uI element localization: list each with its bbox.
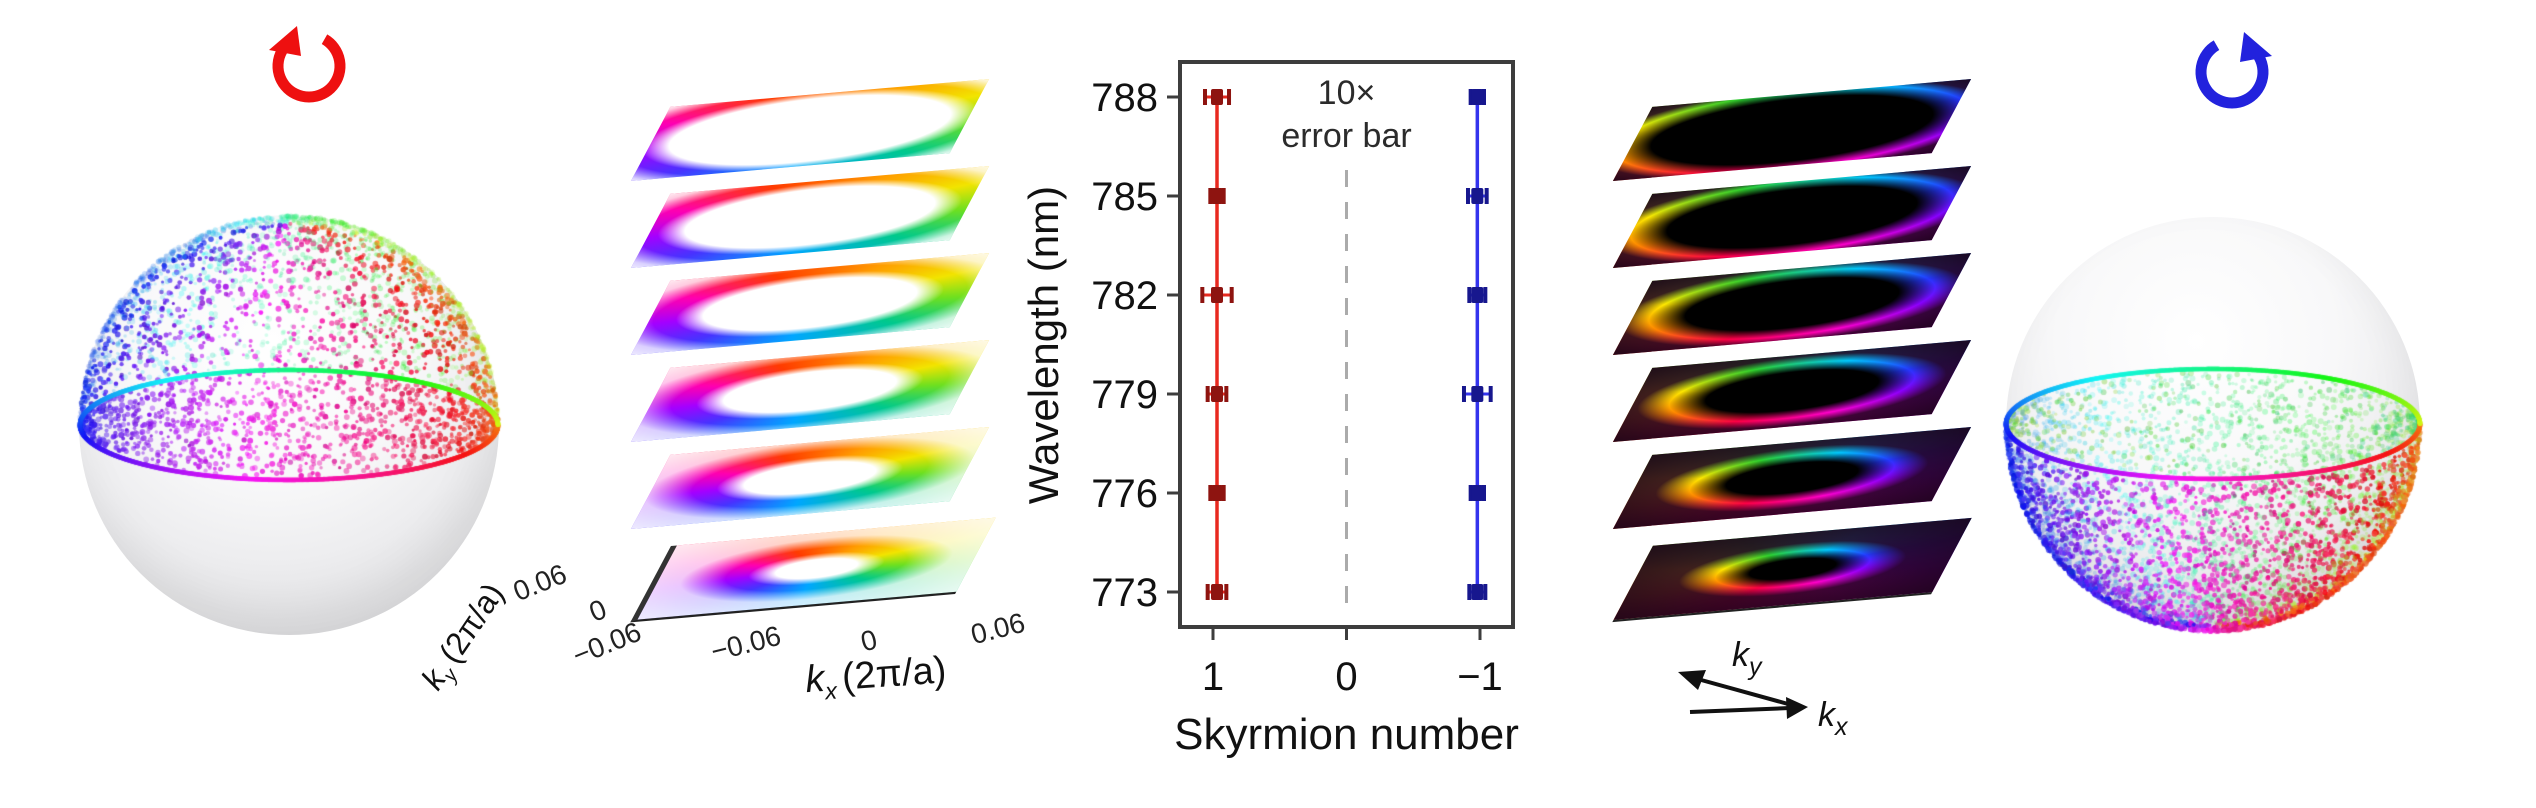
data-point-marker	[1471, 89, 1484, 105]
series-red	[1200, 89, 1234, 600]
chart-y-tick-label: 776	[1091, 472, 1158, 516]
right-stack-layer-2	[1612, 165, 1972, 269]
data-point-marker	[1211, 89, 1224, 105]
chart-y-tick-label: 773	[1091, 571, 1158, 615]
left-stack-ky-axis-label: ky(2π/a)	[414, 576, 516, 699]
left-stack-layer-4	[630, 339, 990, 443]
chart-x-tick-label: −1	[1457, 655, 1503, 699]
chart-x-tick-label: 0	[1335, 655, 1357, 699]
kx-arrow-head	[1786, 697, 1808, 719]
data-point-marker	[1211, 287, 1224, 303]
kx-axis-subscript: x	[824, 677, 838, 705]
chart-y-tick-label: 782	[1091, 274, 1158, 318]
ky-axis-units: (2π/a)	[431, 576, 511, 670]
right-stack-layer-5	[1612, 426, 1972, 530]
left-stack-layer-6	[630, 517, 996, 623]
left-stack-layer-5	[630, 426, 990, 530]
right-sphere	[2006, 217, 2420, 631]
skyrmion-number-chart: 10× error bar 788 785 782 779 776 773 1 0 −1 Skyrmi…	[1020, 60, 1519, 759]
right-stack-layer-4	[1612, 339, 1972, 443]
data-point-marker	[1471, 188, 1484, 204]
chart-y-tick-label: 779	[1091, 373, 1158, 417]
series-blue	[1461, 89, 1493, 600]
ky-arrow-label: ky	[1732, 636, 1763, 681]
left-stack-ky-tick: 0	[584, 593, 611, 628]
annotation-line-2: error bar	[1281, 117, 1411, 155]
left-sphere	[79, 215, 499, 635]
left-stack-layer-2	[630, 165, 990, 269]
cw-rotation-icon	[2195, 32, 2272, 109]
chart-y-axis-label: Wavelength (nm)	[1020, 186, 1067, 504]
chart-annotation: 10× error bar	[1281, 74, 1411, 155]
kx-axis-symbol: k	[803, 657, 826, 702]
right-stack-layer-1	[1612, 78, 1972, 182]
ccw-arrow-head	[269, 26, 301, 56]
cw-arrow-arc	[2195, 40, 2269, 109]
left-stack-ky-tick: 0.06	[508, 557, 571, 608]
ky-arrow-line	[1693, 676, 1789, 706]
data-point-marker	[1211, 485, 1224, 501]
left-stack-layer-3	[630, 252, 990, 356]
data-point-marker	[1471, 386, 1484, 402]
left-stack-kx-tick: −0.06	[707, 619, 785, 668]
left-stack-kx-tick: 0	[857, 623, 881, 658]
data-point-marker	[1211, 386, 1224, 402]
ccw-arrow-arc	[272, 34, 346, 103]
left-stack-kx-axis-label: kx(2π/a)	[804, 649, 948, 706]
data-point-marker	[1211, 584, 1224, 600]
chart-y-tick-label: 785	[1091, 175, 1158, 219]
cw-arrow-head	[2240, 32, 2272, 62]
ccw-rotation-icon	[269, 26, 346, 103]
kx-arrow-line	[1689, 706, 1791, 714]
right-stack-layer-3	[1612, 252, 1972, 356]
left-stack-layer-1	[630, 78, 990, 182]
kx-axis-units: (2π/a)	[840, 649, 948, 699]
data-point-marker	[1471, 287, 1484, 303]
data-point-marker	[1471, 485, 1484, 501]
kx-arrow-label: kx	[1818, 696, 1849, 741]
right-stack-layer-6	[1612, 517, 1972, 623]
chart-y-tick-label: 788	[1091, 76, 1158, 120]
right-stack-k-arrows: ky kx	[1678, 636, 1849, 741]
chart-x-axis-label: Skyrmion number	[1174, 710, 1519, 759]
annotation-line-1: 10×	[1318, 74, 1376, 112]
ky-arrow-head	[1678, 670, 1706, 690]
data-point-marker	[1211, 188, 1224, 204]
data-point-marker	[1471, 584, 1484, 600]
chart-x-tick-label: 1	[1202, 655, 1224, 699]
